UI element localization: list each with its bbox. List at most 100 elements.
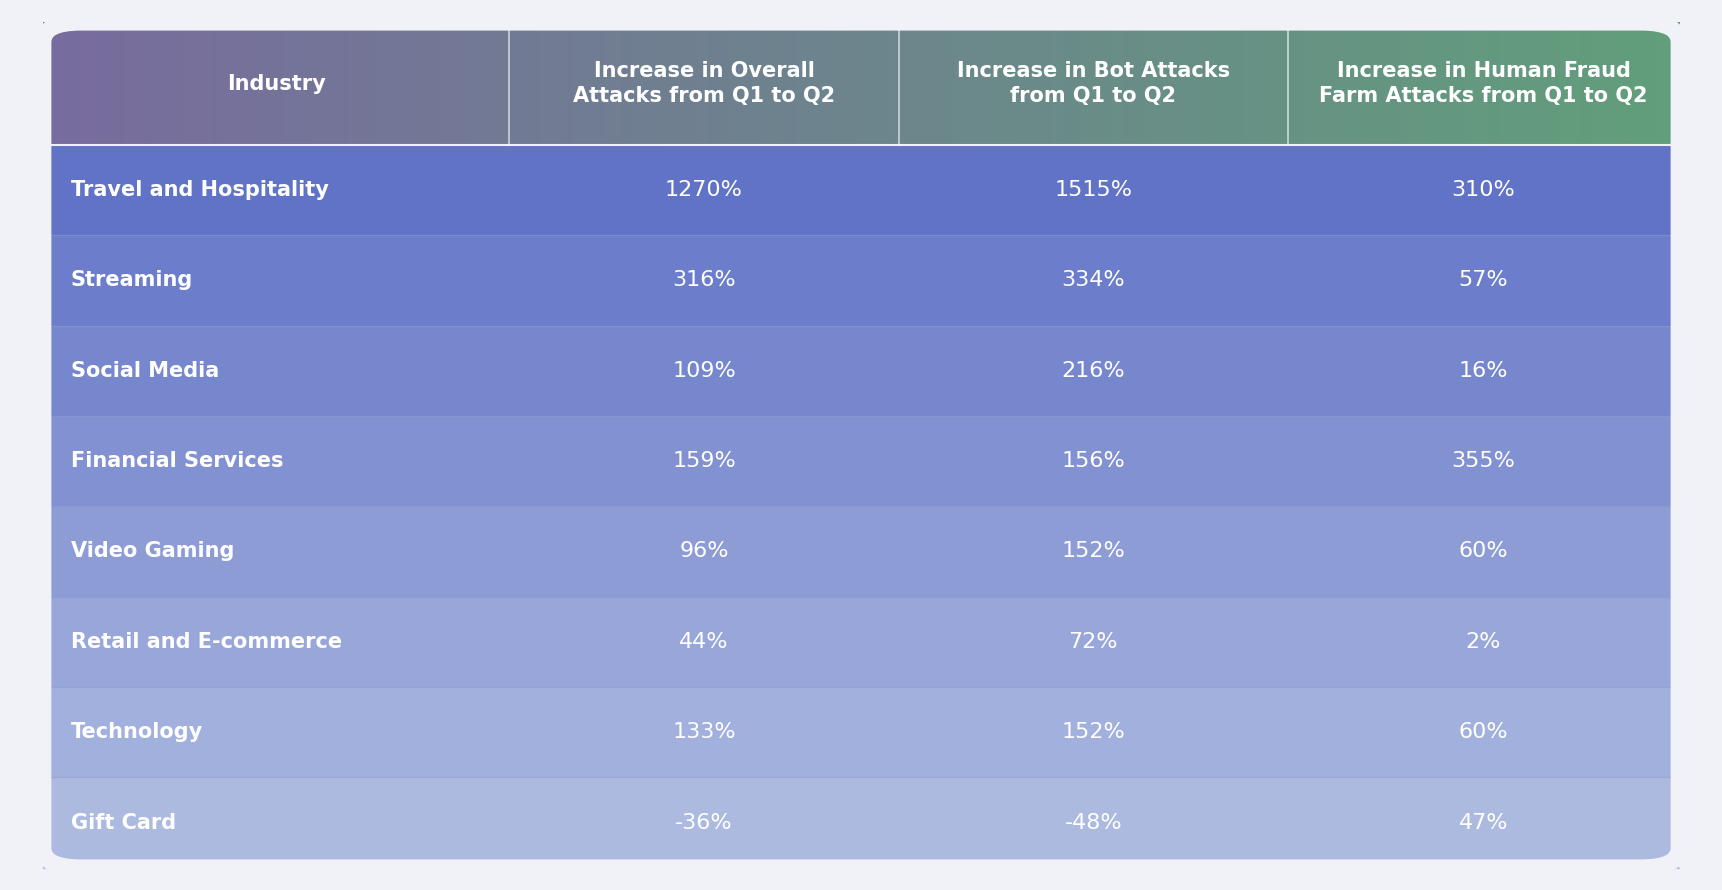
Bar — [1068, 22, 1075, 145]
Bar — [267, 22, 272, 145]
Bar — [551, 22, 556, 145]
Bar — [975, 22, 982, 145]
Text: 60%: 60% — [1459, 541, 1508, 562]
Bar — [982, 22, 987, 145]
Text: 133%: 133% — [672, 722, 735, 742]
Bar — [1624, 22, 1631, 145]
Bar — [894, 22, 901, 145]
Bar — [823, 22, 828, 145]
Bar — [53, 22, 60, 145]
Bar — [523, 22, 529, 145]
Bar — [234, 22, 241, 145]
Bar — [146, 22, 153, 145]
Bar — [740, 22, 747, 145]
Bar — [501, 22, 508, 145]
Bar — [1155, 22, 1162, 145]
Bar — [1236, 22, 1243, 145]
Bar — [1390, 22, 1397, 145]
Bar — [1395, 22, 1402, 145]
Bar — [229, 22, 234, 145]
Bar — [1445, 22, 1450, 145]
Bar — [1641, 22, 1646, 145]
Bar — [1450, 22, 1457, 145]
Bar — [1052, 22, 1057, 145]
Bar — [818, 22, 823, 145]
Bar — [1553, 22, 1560, 145]
Text: 152%: 152% — [1061, 722, 1124, 742]
Bar — [1226, 22, 1233, 145]
Text: Increase in Bot Attacks
from Q1 to Q2: Increase in Bot Attacks from Q1 to Q2 — [957, 61, 1230, 106]
Bar — [1205, 22, 1211, 145]
Bar — [1608, 22, 1615, 145]
Bar — [1586, 22, 1593, 145]
Bar — [158, 22, 164, 145]
Bar — [305, 22, 312, 145]
Bar — [921, 22, 928, 145]
Bar — [1538, 22, 1543, 145]
Bar — [71, 22, 76, 145]
Bar — [778, 22, 785, 145]
Text: 316%: 316% — [672, 271, 735, 290]
Bar — [1379, 22, 1384, 145]
Bar — [1467, 22, 1472, 145]
Bar — [883, 22, 889, 145]
Bar — [114, 22, 121, 145]
Bar — [949, 22, 954, 145]
Bar — [637, 22, 644, 145]
Bar — [327, 22, 332, 145]
Text: Retail and E-commerce: Retail and E-commerce — [71, 632, 341, 651]
Bar — [212, 22, 219, 145]
Bar — [1646, 22, 1653, 145]
Text: 334%: 334% — [1061, 271, 1124, 290]
Bar — [451, 22, 458, 145]
Bar — [217, 22, 224, 145]
Bar — [136, 22, 141, 145]
Bar — [561, 22, 568, 145]
Text: 60%: 60% — [1459, 722, 1508, 742]
Text: 72%: 72% — [1069, 632, 1118, 651]
Bar — [1314, 22, 1321, 145]
Bar — [1009, 22, 1014, 145]
Text: 156%: 156% — [1061, 451, 1124, 471]
Bar — [1493, 22, 1500, 145]
Text: 159%: 159% — [672, 451, 735, 471]
Text: Streaming: Streaming — [71, 271, 193, 290]
Bar — [282, 22, 289, 145]
Bar — [1558, 22, 1565, 145]
Bar — [861, 22, 868, 145]
Bar — [1309, 22, 1314, 145]
Bar — [436, 22, 443, 145]
Bar — [1384, 22, 1391, 145]
Bar — [463, 22, 468, 145]
Bar — [876, 22, 883, 145]
Bar — [1417, 22, 1424, 145]
Bar — [81, 22, 88, 145]
Bar — [1276, 22, 1281, 145]
Text: Increase in Human Fraud
Farm Attacks from Q1 to Q2: Increase in Human Fraud Farm Attacks fro… — [1319, 61, 1648, 106]
Bar — [1075, 22, 1080, 145]
Bar — [1128, 22, 1135, 145]
Bar — [954, 22, 961, 145]
Bar — [1112, 22, 1118, 145]
Bar — [675, 22, 682, 145]
Bar — [1367, 22, 1374, 145]
Bar — [1057, 22, 1064, 145]
Bar — [1100, 22, 1107, 145]
Bar — [1171, 22, 1178, 145]
Bar — [1629, 22, 1636, 145]
Bar — [969, 22, 976, 145]
Bar — [725, 22, 730, 145]
Bar — [1216, 22, 1223, 145]
Text: 355%: 355% — [1452, 451, 1515, 471]
Bar — [932, 22, 938, 145]
Bar — [622, 22, 627, 145]
Bar — [866, 22, 873, 145]
Bar — [43, 416, 1679, 506]
Bar — [801, 22, 808, 145]
Bar — [425, 22, 430, 145]
Bar — [1035, 22, 1042, 145]
Bar — [1281, 22, 1288, 145]
Bar — [632, 22, 639, 145]
Bar — [255, 22, 262, 145]
Bar — [1123, 22, 1130, 145]
